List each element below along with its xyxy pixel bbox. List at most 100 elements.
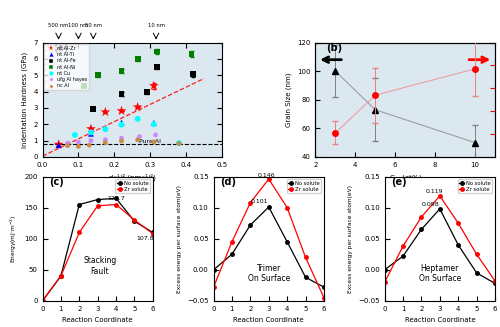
Text: 125.7: 125.7 <box>107 196 125 201</box>
Zr solute <box>58 274 64 278</box>
Point <box>85 143 93 148</box>
Point <box>150 139 158 145</box>
Point <box>118 135 126 141</box>
Zr solute <box>40 299 46 303</box>
Zr solute <box>437 194 443 198</box>
Point <box>154 49 162 54</box>
Legend: nt Al-Zr, nt Al-Ti, nt Al-Fe, nt Al-Ni, nt Cu, ufg Al hayes, nc Al: nt Al-Zr, nt Al-Ti, nt Al-Fe, nt Al-Ni, … <box>44 44 90 90</box>
Text: 0.146: 0.146 <box>257 173 275 178</box>
Point <box>87 130 95 135</box>
Text: 0.098: 0.098 <box>422 202 440 207</box>
Point <box>80 83 88 89</box>
Y-axis label: Excess energy per surface atom(eV): Excess energy per surface atom(eV) <box>176 185 182 293</box>
Zr solute <box>266 177 272 181</box>
Point <box>94 73 102 78</box>
No solute <box>400 254 406 258</box>
No solute <box>76 202 82 207</box>
No solute <box>248 223 254 227</box>
Zr solute <box>229 240 235 244</box>
Point <box>54 142 62 147</box>
Zr solute <box>321 296 327 300</box>
No solute <box>382 268 388 272</box>
Text: (e): (e) <box>392 177 407 187</box>
Point <box>150 120 158 126</box>
Point <box>118 138 126 144</box>
No solute <box>266 205 272 209</box>
Y-axis label: Energy(mJ$\cdot$m$^{-2}$): Energy(mJ$\cdot$m$^{-2}$) <box>8 215 18 263</box>
Point <box>102 140 110 145</box>
No solute <box>132 219 138 223</box>
Text: 10 nm: 10 nm <box>148 23 164 28</box>
Point <box>150 83 158 89</box>
No solute <box>474 271 480 275</box>
Zr solute <box>400 244 406 248</box>
Text: (c): (c) <box>49 177 64 187</box>
Text: Trimer
On Surface: Trimer On Surface <box>248 264 290 283</box>
Legend: No solute, Zr solute: No solute, Zr solute <box>458 179 492 194</box>
Text: 50 nm: 50 nm <box>85 23 102 28</box>
No solute <box>492 282 498 285</box>
Line: Zr solute: Zr solute <box>383 194 496 284</box>
Point <box>134 56 141 61</box>
No solute <box>321 285 327 289</box>
Point <box>74 140 82 145</box>
Point <box>150 122 158 127</box>
No solute <box>302 275 308 279</box>
Y-axis label: Excess energy per surface atom(eV): Excess energy per surface atom(eV) <box>348 185 352 293</box>
No solute <box>210 268 216 272</box>
Zr solute <box>113 202 119 207</box>
No solute <box>40 299 46 303</box>
Point <box>87 131 95 136</box>
Zr solute <box>150 232 156 236</box>
Line: No solute: No solute <box>212 205 326 289</box>
Zr solute <box>94 204 100 208</box>
Point <box>118 122 126 127</box>
Point <box>118 120 126 125</box>
No solute <box>437 207 443 211</box>
Text: Stacking
Fault: Stacking Fault <box>84 256 116 276</box>
No solute <box>229 252 235 256</box>
No solute <box>418 228 424 232</box>
Legend: No solute, Zr solute: No solute, Zr solute <box>286 179 322 194</box>
Text: Pure Al: Pure Al <box>140 139 162 144</box>
Zr solute <box>492 279 498 283</box>
Zr solute <box>76 231 82 234</box>
Text: (a): (a) <box>54 43 69 53</box>
Zr solute <box>210 285 216 289</box>
No solute <box>455 243 461 247</box>
Line: Zr solute: Zr solute <box>41 203 154 302</box>
Zr solute <box>132 218 138 222</box>
Point <box>152 132 160 137</box>
Point <box>134 137 141 143</box>
Text: 500 nm: 500 nm <box>48 23 68 28</box>
No solute <box>113 196 119 200</box>
Point <box>54 143 62 148</box>
Point <box>74 144 82 149</box>
X-axis label: d⁻¹/² (nm⁻¹/²): d⁻¹/² (nm⁻¹/²) <box>109 173 156 181</box>
Text: 0.119: 0.119 <box>426 189 443 194</box>
Y-axis label: Indentation Hardness (GPa): Indentation Hardness (GPa) <box>21 52 28 148</box>
Point <box>89 106 97 111</box>
Y-axis label: Grain Size (nm): Grain Size (nm) <box>285 73 292 127</box>
Zr solute <box>474 252 480 256</box>
Zr solute <box>382 280 388 284</box>
No solute <box>58 274 64 278</box>
Point <box>134 105 141 110</box>
Legend: No solute, Zr solute: No solute, Zr solute <box>116 179 150 194</box>
Zr solute <box>302 255 308 259</box>
Point <box>154 64 162 70</box>
Zr solute <box>248 201 254 205</box>
Text: 107.8: 107.8 <box>136 236 154 241</box>
Point <box>136 134 143 139</box>
Line: Zr solute: Zr solute <box>212 177 326 300</box>
Line: No solute: No solute <box>41 197 154 302</box>
No solute <box>284 240 290 244</box>
X-axis label: Reaction Coordinate: Reaction Coordinate <box>62 317 133 323</box>
No solute <box>150 231 156 234</box>
Point <box>142 90 150 95</box>
Text: 100 nm: 100 nm <box>68 23 88 28</box>
Point <box>118 91 126 97</box>
Text: 0.101: 0.101 <box>251 199 268 204</box>
Point <box>118 108 126 113</box>
Point <box>64 143 72 148</box>
